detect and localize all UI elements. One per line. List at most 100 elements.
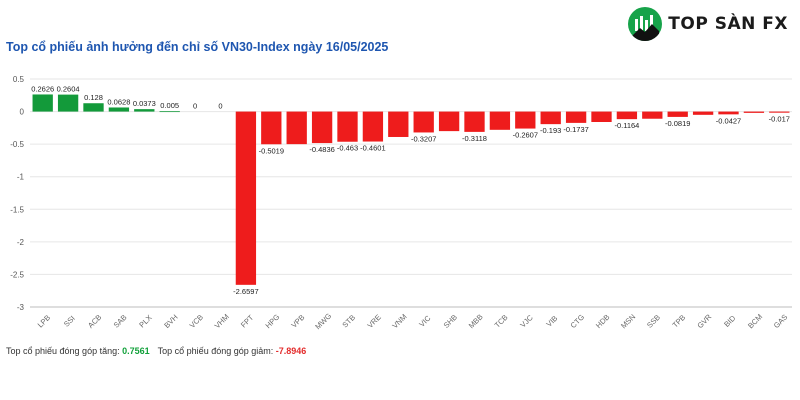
data-label: -0.4836 xyxy=(309,145,334,154)
bar-STB xyxy=(337,111,358,142)
bar-VIC xyxy=(413,111,434,133)
data-label: -0.3118 xyxy=(462,134,487,143)
bar-FPT xyxy=(235,111,257,285)
x-tick-label: VNM xyxy=(390,312,408,330)
x-tick-label: CTG xyxy=(569,312,587,330)
bar-HPG xyxy=(261,111,282,145)
bar-TCB xyxy=(489,111,511,130)
bar-CTG xyxy=(565,111,587,123)
bar-VNM xyxy=(388,111,409,137)
x-tick-label: ACB xyxy=(86,313,103,330)
bar-chart: 0.5 0 -0.5 -1 -1.5 -2 -2.5 -3 0.2626 LPB 0.2604 SSI… xyxy=(10,75,792,331)
x-tick-label: SAB xyxy=(112,313,129,330)
bar-SAB xyxy=(108,107,130,112)
y-tick-label: -2 xyxy=(17,238,25,247)
chart-title: Top cổ phiếu ảnh hưởng đến chỉ số VN30-I… xyxy=(6,40,389,54)
x-tick-label: HPG xyxy=(264,312,282,330)
x-tick-label: LPB xyxy=(36,313,52,329)
x-tick-label: MBB xyxy=(467,312,485,330)
bar-ACB xyxy=(83,103,104,112)
bar-SSB xyxy=(642,111,663,119)
x-tick-label: SSI xyxy=(62,314,77,329)
bar-GVR xyxy=(692,111,714,115)
data-label: -0.3207 xyxy=(411,134,436,143)
data-label: -0.4601 xyxy=(360,144,385,153)
data-label: -0.5019 xyxy=(259,146,284,155)
y-tick-label: -3 xyxy=(17,303,25,312)
data-label: 0.2604 xyxy=(57,85,80,94)
data-label: 0 xyxy=(193,102,197,111)
x-tick-label: HDB xyxy=(594,312,612,330)
x-tick-label: SSB xyxy=(645,313,662,330)
data-label: -0.1164 xyxy=(614,121,639,130)
x-tick-label: VPB xyxy=(289,313,306,330)
data-label: -0.0819 xyxy=(665,119,690,128)
x-tick-label: GAS xyxy=(772,312,790,330)
bar-VJC xyxy=(515,111,536,129)
bar-LPB xyxy=(32,94,53,112)
footer-down-label: Top cổ phiếu đóng góp giảm: xyxy=(157,346,274,356)
x-tick-label: VIC xyxy=(417,313,433,329)
y-tick-label: -1.5 xyxy=(10,205,24,214)
brand-badge-icon xyxy=(628,7,663,41)
y-tick-label: 0 xyxy=(20,108,25,117)
x-tick-label: VCB xyxy=(188,313,205,330)
y-tick-label: -2.5 xyxy=(10,270,24,279)
data-label: 0 xyxy=(218,102,222,111)
bar-BVH xyxy=(159,111,180,113)
data-label: -0.1737 xyxy=(563,125,588,134)
y-tick-label: 0.5 xyxy=(13,75,25,84)
x-tick-label: MSN xyxy=(619,312,637,330)
data-label: 0.0628 xyxy=(107,97,130,106)
bar-TPB xyxy=(667,111,688,117)
data-label: -0.193 xyxy=(540,126,561,135)
y-tick-label: -1 xyxy=(17,173,25,182)
data-label: -2.6597 xyxy=(233,287,258,296)
footer-down: Top cổ phiếu đóng góp giảm: -7.8946 xyxy=(158,346,307,356)
x-tick-label: VIB xyxy=(544,314,559,329)
footer-up-label: Top cổ phiếu đóng góp tăng: xyxy=(6,346,120,356)
bar-SSI xyxy=(57,94,79,112)
data-label: 0.2626 xyxy=(31,84,54,93)
bar-MBB xyxy=(464,111,485,132)
footer-up-value: 0.7561 xyxy=(122,346,150,356)
bar-VIB xyxy=(540,111,561,125)
data-label: -0.017 xyxy=(769,115,790,124)
x-tick-label: BVH xyxy=(162,313,179,330)
x-tick-label: SHB xyxy=(442,313,459,330)
bar-VRE xyxy=(362,111,384,142)
footer-down-value: -7.8946 xyxy=(275,346,307,356)
x-tick-label: GVR xyxy=(695,312,713,330)
bar-MWG xyxy=(311,111,333,144)
bar-GAS xyxy=(769,111,790,113)
x-tick-label: PLX xyxy=(137,313,153,329)
data-label: 0.0373 xyxy=(133,99,156,108)
x-tick-label: MWG xyxy=(313,311,333,331)
bar-PLX xyxy=(134,109,155,112)
footer-up: Top cổ phiếu đóng góp tăng: 0.7561 xyxy=(6,346,150,356)
x-tick-label: VHM xyxy=(213,312,231,330)
x-tick-label: TCB xyxy=(493,313,510,330)
data-label: -0.0427 xyxy=(716,116,741,125)
chart-footer: Top cổ phiếu đóng góp tăng: 0.7561 Top c… xyxy=(6,346,306,356)
bar-MSN xyxy=(616,111,638,120)
brand-logo: TOP SÀN FX xyxy=(628,6,788,42)
x-tick-label: TPB xyxy=(671,313,688,330)
data-label: 0.128 xyxy=(84,93,103,102)
bar-BID xyxy=(718,111,739,115)
bar-SHB xyxy=(438,111,460,132)
x-tick-label: VJC xyxy=(518,313,535,330)
x-tick-label: BID xyxy=(722,313,738,329)
x-tick-label: VRE xyxy=(365,313,382,330)
brand-name: TOP SÀN FX xyxy=(668,14,788,34)
x-tick-label: BCM xyxy=(746,312,764,330)
data-label: 0.005 xyxy=(160,101,179,110)
x-tick-label: STB xyxy=(340,313,357,330)
y-tick-label: -0.5 xyxy=(10,140,24,149)
bar-BCM xyxy=(743,111,765,113)
bar-VPB xyxy=(286,111,307,145)
data-label: -0.463 xyxy=(337,144,358,153)
data-label: -0.2607 xyxy=(513,131,538,140)
bar-HDB xyxy=(591,111,612,122)
x-tick-label: FPT xyxy=(239,313,256,330)
